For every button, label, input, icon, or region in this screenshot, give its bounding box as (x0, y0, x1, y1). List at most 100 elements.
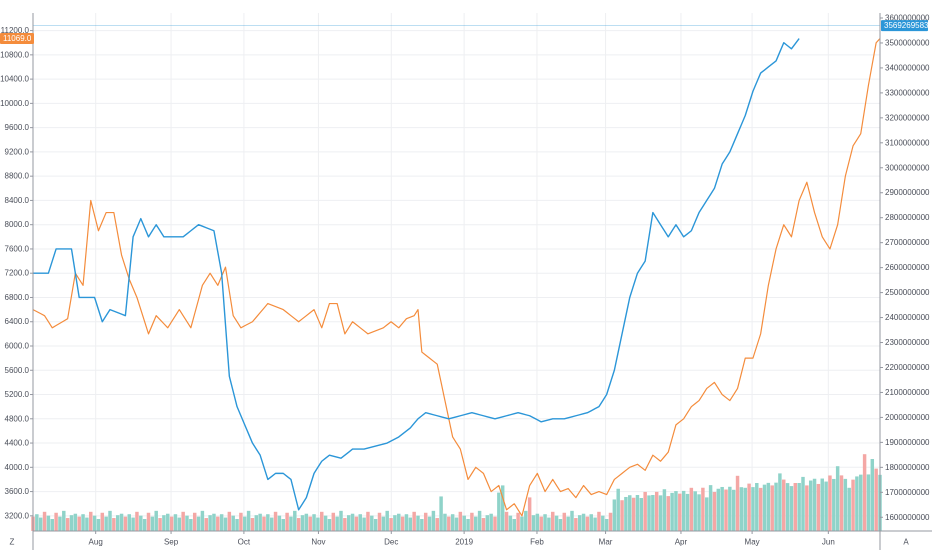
volume-bar (493, 516, 497, 531)
metric-last-value-label: 3569269583 (884, 21, 929, 30)
volume-bar (192, 512, 197, 531)
volume-bar (612, 499, 617, 531)
volume-bar (208, 515, 212, 531)
volume-bar (628, 495, 632, 531)
volume-bar (520, 516, 524, 531)
left-axis: 11200.0 10800.0 10400.0 10000.0 9600.0 9200.0… (0, 26, 33, 520)
volume-bar (608, 512, 613, 531)
volume-bar (443, 513, 447, 531)
volume-bar (805, 485, 809, 531)
volume-bar (408, 517, 413, 531)
volume-bar (431, 510, 436, 531)
volume-bar (331, 512, 336, 531)
volume-bar (246, 510, 251, 531)
volume-bar (816, 483, 821, 531)
x-tick-label: Sep (164, 538, 179, 547)
price-last-value-label: 11069.0 (3, 34, 32, 43)
volume-bar (808, 480, 813, 531)
volume-bar (712, 491, 717, 531)
volume-bar (123, 516, 128, 531)
volume-bar (678, 493, 682, 531)
volume-bar (362, 517, 366, 531)
left-tick-label: 7200.0 (5, 269, 30, 278)
volume-bar (289, 516, 293, 531)
volume-bar (327, 519, 332, 531)
volume-bar (227, 511, 232, 531)
volume-bar (859, 474, 863, 531)
volume-bar (670, 492, 674, 531)
volume-bar (185, 515, 189, 531)
volume-bar (539, 516, 543, 531)
volume-bar (470, 512, 474, 531)
volume-bar (527, 497, 532, 531)
volume-bar (604, 519, 609, 531)
volume-bar (354, 516, 359, 531)
x-tick-label: Dec (384, 538, 398, 547)
volume-bar (254, 515, 259, 531)
volume-bar (739, 487, 744, 531)
volume-bar (524, 510, 528, 531)
volume-bar (62, 510, 66, 531)
volume-bar (323, 515, 328, 531)
volume-bar (189, 519, 193, 531)
right-tick-label: 1800000000 (885, 463, 930, 472)
left-tick-label: 10400.0 (0, 75, 29, 84)
series-lines (32, 38, 881, 517)
volume-bar (89, 511, 93, 531)
volume-bar (127, 514, 131, 531)
x-tick-label: Aug (89, 538, 103, 547)
right-tick-label: 3300000000 (885, 88, 930, 97)
left-tick-label: 7600.0 (5, 244, 30, 253)
volume-bar (273, 511, 278, 531)
volume-bar (50, 519, 54, 531)
volume-bar (404, 514, 409, 531)
volume-bar (397, 513, 401, 531)
volume-bar (477, 510, 482, 531)
right-tick-label: 3600000000 (885, 13, 930, 22)
volume-bar (789, 486, 794, 531)
volume-bar (593, 517, 597, 531)
left-corner-label[interactable]: Z (10, 538, 15, 547)
volume-bar (728, 486, 732, 531)
volume-bars (31, 454, 882, 531)
volume-bar (219, 514, 224, 531)
volume-bar (462, 515, 466, 531)
x-tick-label: Feb (530, 538, 544, 547)
volume-bar (747, 483, 751, 531)
volume-bar (439, 496, 443, 531)
volume-bar (308, 516, 312, 531)
volume-bar (574, 518, 578, 531)
left-tick-label: 3200.0 (5, 511, 30, 520)
right-tick-label: 2400000000 (885, 313, 930, 322)
left-tick-label: 10000.0 (0, 99, 29, 108)
volume-bar (381, 516, 386, 531)
volume-bar (58, 516, 62, 531)
volume-bar (450, 514, 455, 531)
volume-bar (731, 489, 736, 531)
volume-bar (181, 511, 185, 531)
volume-bar (115, 515, 120, 531)
volume-bar (447, 516, 451, 531)
metric-series-line (33, 38, 800, 511)
volume-bar (393, 515, 397, 531)
volume-bar (435, 518, 439, 531)
left-tick-label: 5200.0 (5, 390, 30, 399)
volume-bar (223, 517, 228, 531)
volume-bar (870, 459, 875, 531)
right-tick-label: 3000000000 (885, 163, 930, 172)
left-tick-label: 8000.0 (5, 220, 30, 229)
volume-bar (851, 479, 855, 531)
volume-bar (304, 513, 309, 531)
volume-bar (562, 512, 567, 531)
right-tick-label: 2100000000 (885, 388, 930, 397)
right-tick-label: 3200000000 (885, 113, 930, 122)
volume-bar (504, 511, 509, 531)
volume-bar (370, 515, 374, 531)
volume-bar (46, 515, 51, 531)
volume-bar (235, 519, 239, 531)
volume-bar (293, 510, 297, 531)
right-corner-label[interactable]: A (903, 538, 909, 547)
volume-bar (716, 488, 721, 531)
volume-bar (554, 515, 559, 531)
volume-bar (658, 495, 663, 531)
